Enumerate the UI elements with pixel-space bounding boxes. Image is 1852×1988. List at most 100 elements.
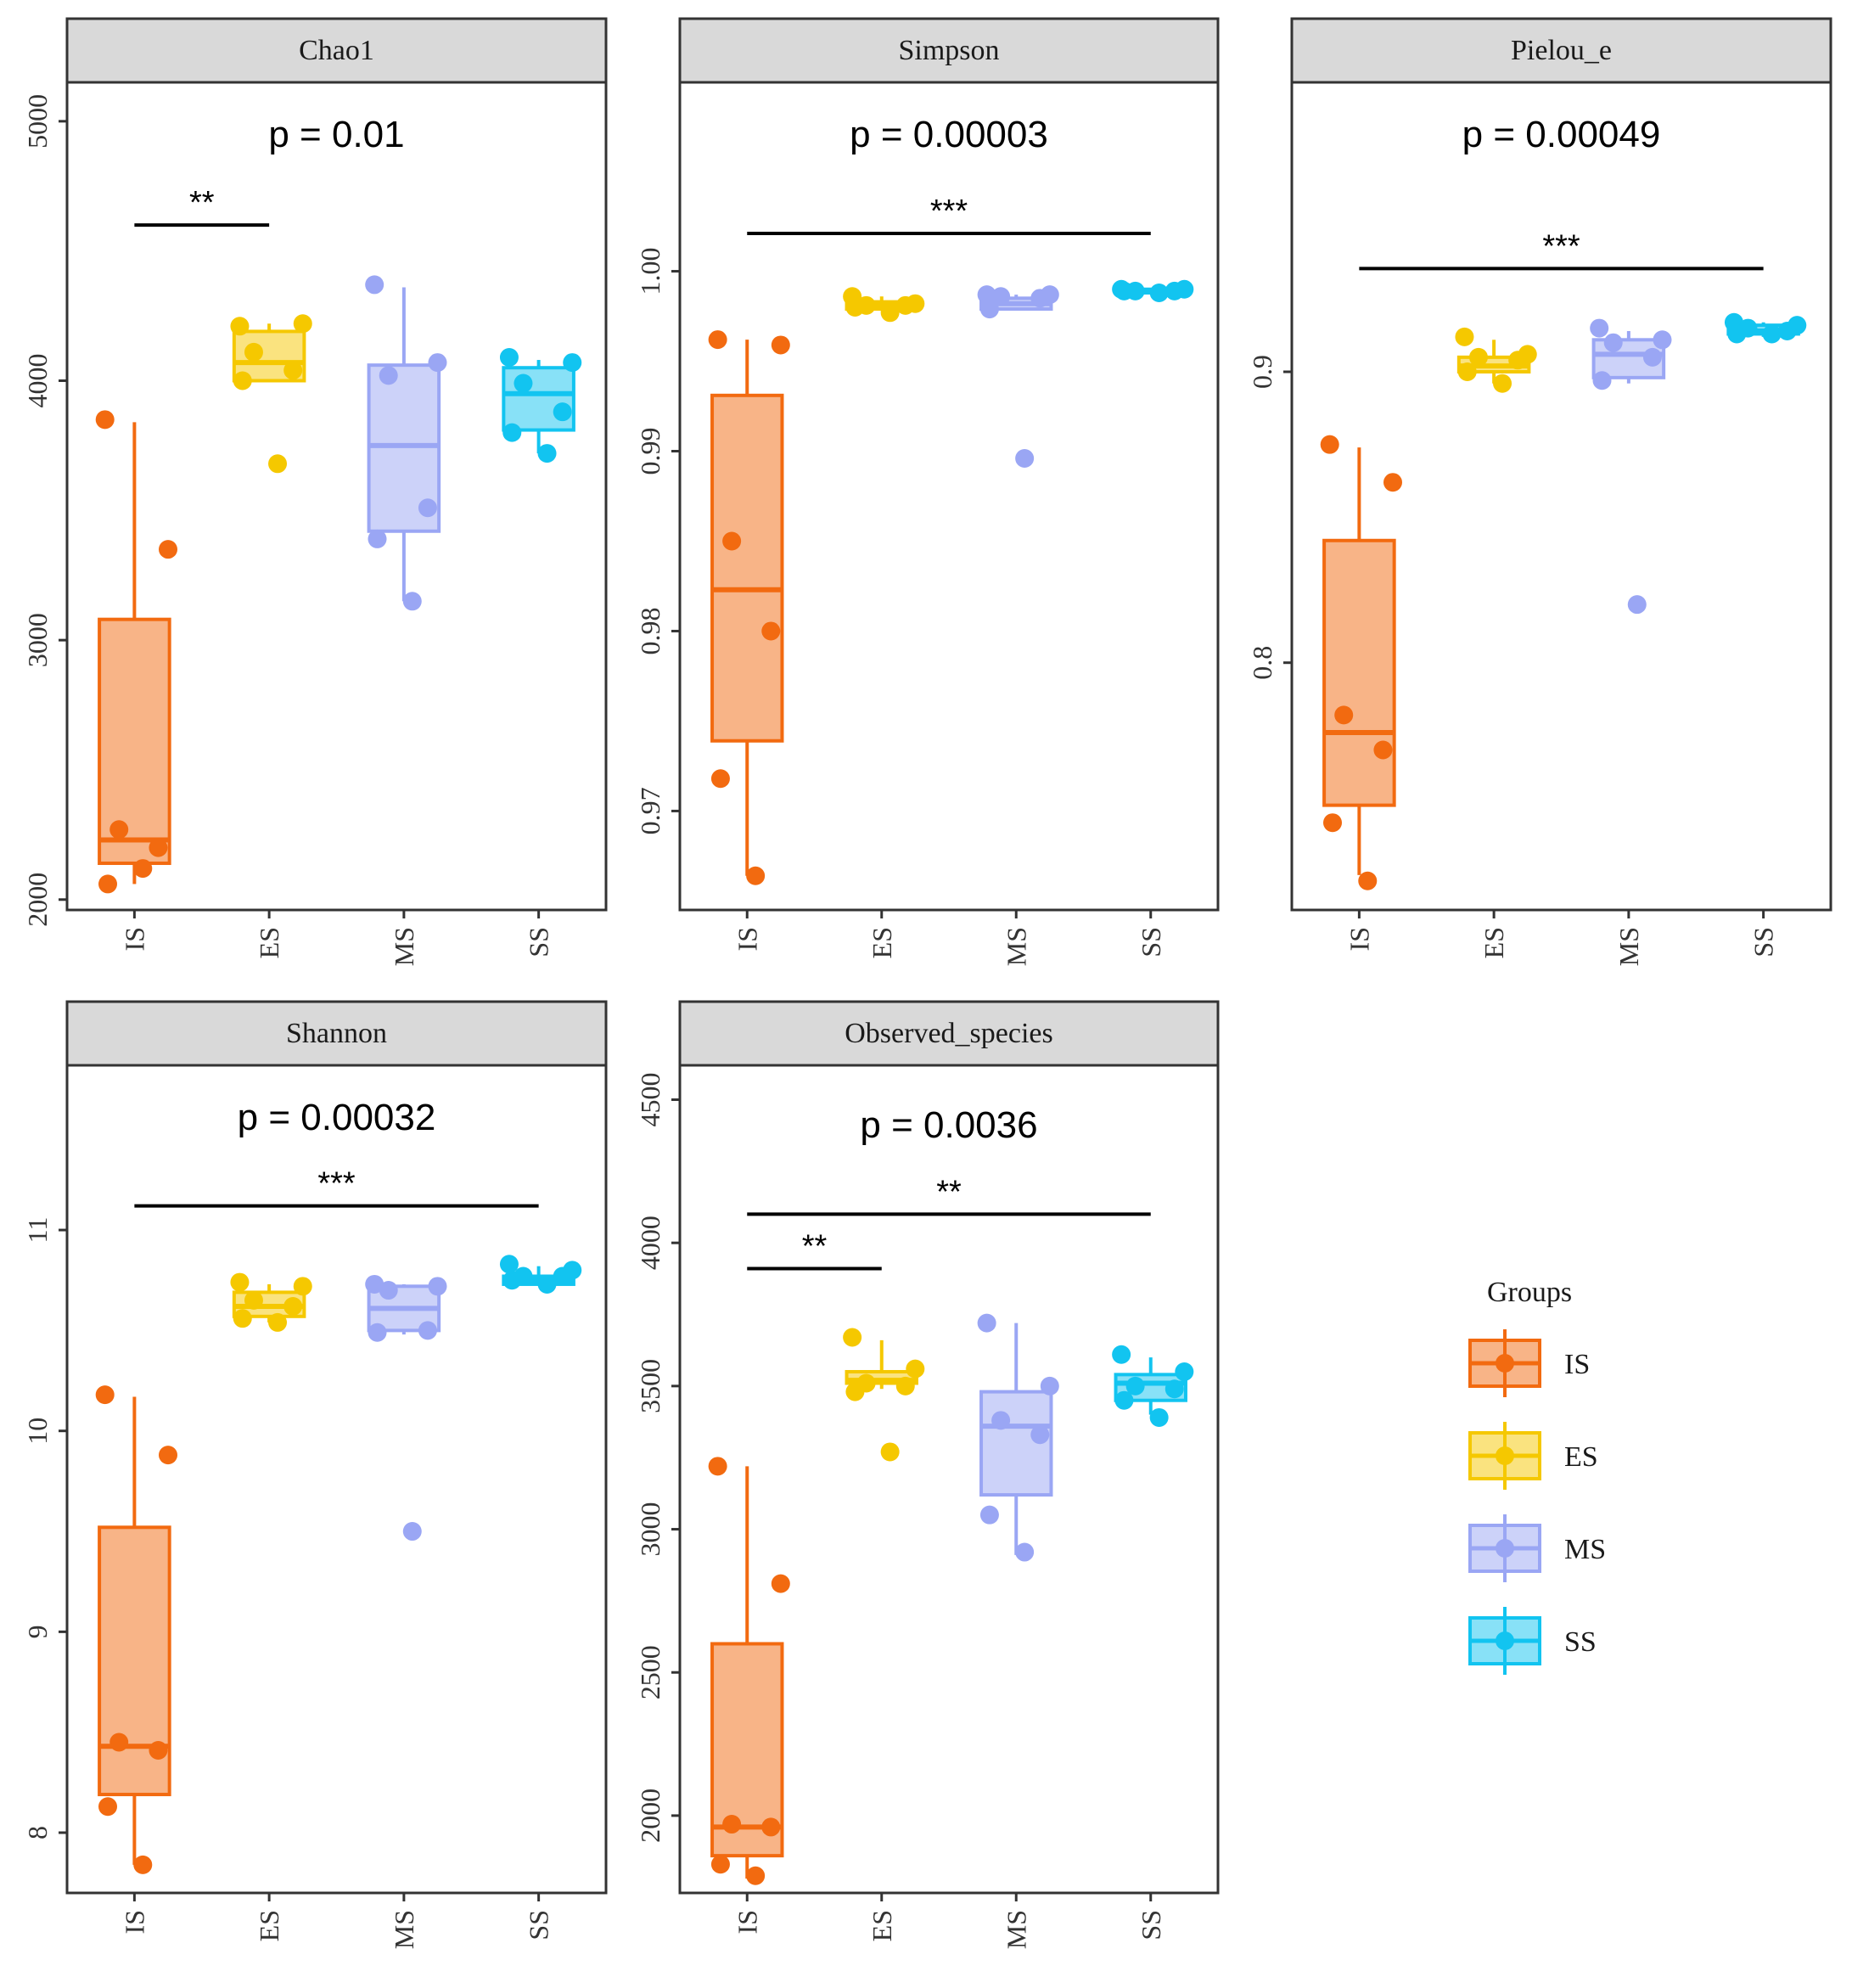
data-point — [158, 1446, 177, 1465]
y-tick-label: 3000 — [635, 1502, 665, 1557]
panel-title-shannon: Shannon — [286, 1018, 387, 1049]
data-point — [233, 1309, 252, 1328]
x-tick-label: MS — [389, 927, 419, 966]
box-IS — [708, 330, 790, 885]
data-point — [708, 330, 727, 350]
data-point — [1040, 1376, 1059, 1396]
data-point — [293, 1277, 312, 1296]
data-point — [502, 1271, 522, 1290]
data-point — [428, 1277, 447, 1296]
box-MS — [977, 285, 1059, 468]
data-point — [109, 1732, 129, 1752]
data-point — [365, 275, 384, 295]
sig-label: *** — [317, 1166, 356, 1202]
data-point — [771, 335, 790, 355]
sig-label: ** — [189, 185, 215, 221]
p-value-shannon: p = 0.00032 — [238, 1097, 436, 1138]
y-tick-label: 0.9 — [1247, 355, 1277, 389]
data-point — [293, 314, 312, 334]
panel-title-chao1: Chao1 — [299, 35, 374, 66]
data-point — [977, 1313, 996, 1333]
data-point — [149, 1740, 168, 1760]
box-ES — [843, 1328, 925, 1462]
y-tick-label: 10 — [22, 1418, 53, 1445]
panel-title-simpson: Simpson — [898, 35, 999, 66]
data-point — [1468, 347, 1488, 367]
sig-label: *** — [930, 194, 968, 229]
data-point — [1149, 283, 1169, 302]
data-point — [845, 1382, 865, 1401]
y-tick-label: 2000 — [635, 1789, 665, 1843]
data-point — [722, 531, 742, 551]
legend-item-SS: SS — [1468, 1607, 1597, 1675]
data-point — [402, 1522, 422, 1542]
data-point — [109, 820, 129, 840]
y-tick-label: 3500 — [635, 1359, 665, 1413]
x-tick-label: MS — [389, 1910, 419, 1949]
p-value-pielou-e: p = 0.00049 — [1462, 114, 1661, 155]
box-ES — [230, 1272, 312, 1332]
y-tick-label: 1.00 — [635, 248, 665, 295]
y-tick-label: 0.98 — [635, 607, 665, 654]
x-tick-label: IS — [732, 1910, 762, 1934]
data-point — [1125, 1376, 1145, 1396]
data-point — [1165, 281, 1184, 300]
legend-point — [1496, 1354, 1514, 1373]
data-point — [1334, 705, 1354, 725]
data-point — [1493, 373, 1512, 393]
box-SS — [1724, 312, 1807, 344]
data-point — [283, 361, 303, 380]
data-point — [95, 410, 115, 430]
data-point — [499, 1255, 519, 1274]
legend-label-ES: ES — [1564, 1441, 1598, 1473]
data-point — [95, 1385, 115, 1405]
data-point — [746, 866, 766, 885]
box-IS — [95, 1385, 177, 1874]
strip-chao1 — [65, 17, 608, 84]
data-point — [418, 1321, 437, 1340]
legend-point — [1496, 1446, 1514, 1465]
x-tick-label: ES — [254, 927, 284, 958]
data-point — [1114, 281, 1134, 300]
data-point — [268, 1312, 288, 1332]
legend-label-SS: SS — [1564, 1626, 1597, 1658]
data-point — [722, 1815, 742, 1834]
data-point — [514, 373, 533, 393]
x-tick-label: IS — [1344, 927, 1374, 951]
box-SS — [1112, 1345, 1194, 1427]
legend-item-IS: IS — [1468, 1329, 1590, 1397]
panel-title-observed-species: Observed_species — [845, 1018, 1052, 1049]
data-point — [746, 1866, 766, 1885]
data-point — [368, 1323, 387, 1342]
data-point — [1175, 1362, 1194, 1381]
legend-point — [1496, 1631, 1514, 1650]
data-point — [1112, 1345, 1131, 1364]
data-point — [244, 1290, 263, 1310]
box-iqr — [98, 617, 171, 865]
data-point — [283, 1296, 303, 1316]
strip-pielou-e — [1290, 17, 1832, 84]
x-tick-label: IS — [732, 927, 762, 951]
y-tick-label: 4000 — [22, 353, 53, 407]
box-iqr — [367, 363, 441, 533]
data-point — [845, 297, 865, 317]
data-point — [1373, 740, 1393, 760]
x-tick-label: SS — [524, 1910, 554, 1940]
data-point — [1323, 813, 1343, 833]
data-point — [1457, 362, 1477, 381]
box-IS — [708, 1457, 790, 1885]
data-point — [1320, 435, 1339, 454]
data-point — [98, 874, 118, 894]
y-tick-label: 4000 — [635, 1216, 665, 1270]
y-tick-label: 5000 — [22, 94, 53, 149]
data-point — [710, 769, 730, 789]
data-point — [149, 838, 168, 857]
x-tick-label: IS — [119, 927, 149, 951]
data-point — [553, 402, 572, 422]
data-point — [1455, 327, 1474, 346]
data-point — [418, 498, 437, 518]
data-point — [233, 371, 252, 390]
box-ES — [843, 287, 925, 323]
y-tick-label: 9 — [22, 1625, 53, 1638]
